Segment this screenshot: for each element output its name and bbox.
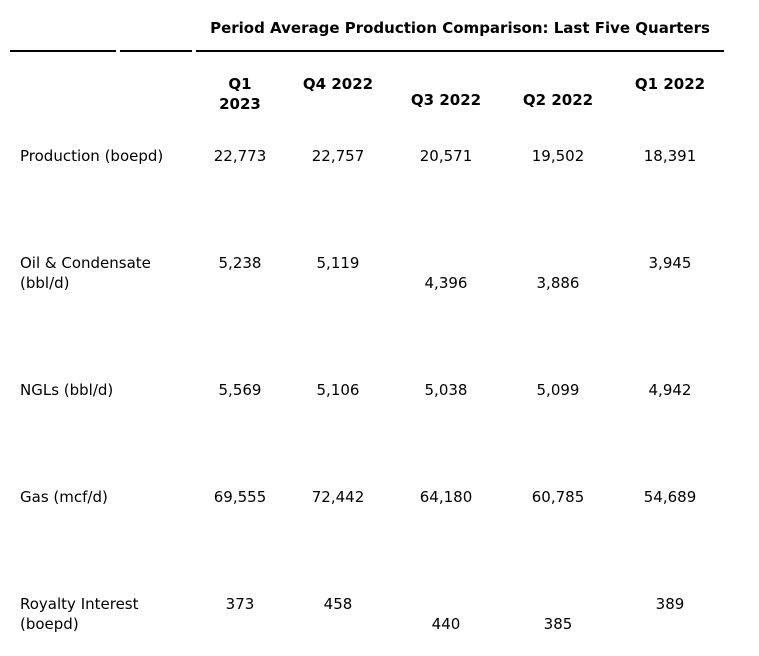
value-cell: 4,396 [424, 274, 468, 292]
rule-segment-left [10, 8, 116, 52]
table-row-production: Production (boepd) 22,773 22,757 20,571 … [10, 114, 724, 221]
production-comparison-table: Period Average Production Comparison: La… [6, 8, 728, 656]
value-cell: 60,785 [531, 488, 585, 506]
header-row: Q1 2023 Q4 2022 Q3 2022 Q2 2022 Q1 2022 [10, 52, 724, 114]
value-cell: 5,569 [218, 381, 262, 399]
value-cell: 54,689 [643, 488, 697, 506]
value-cell: 4,942 [648, 381, 692, 399]
value-cell: 385 [543, 615, 573, 633]
column-header-q2-2022: Q2 2022 [522, 91, 594, 109]
value-cell: 20,571 [419, 147, 473, 165]
value-cell: 22,773 [213, 147, 267, 165]
row-label: Oil & Condensate (bbl/d) [20, 254, 151, 292]
table-title: Period Average Production Comparison: La… [196, 8, 724, 52]
value-cell: 5,106 [316, 381, 360, 399]
value-cell: 5,099 [536, 381, 580, 399]
header-label-spacer [10, 52, 192, 114]
rule-segment-middle [120, 8, 192, 52]
column-header-q1-2023: Q1 2023 [219, 75, 261, 113]
table-row-royalty-interest: Royalty Interest (boepd) 373 458 440 385… [10, 562, 724, 656]
value-cell: 72,442 [311, 488, 365, 506]
value-cell: 373 [225, 595, 255, 613]
value-cell: 64,180 [419, 488, 473, 506]
value-cell: 5,238 [218, 254, 262, 272]
title-row: Period Average Production Comparison: La… [10, 8, 724, 52]
value-cell: 3,945 [648, 254, 692, 272]
value-cell: 389 [655, 595, 685, 613]
value-cell: 5,038 [424, 381, 468, 399]
column-header-q4-2022: Q4 2022 [302, 75, 374, 93]
column-header-q3-2022: Q3 2022 [410, 91, 482, 109]
column-header-q1-2022: Q1 2022 [634, 75, 706, 93]
row-label: Gas (mcf/d) [20, 488, 108, 506]
value-cell: 458 [323, 595, 353, 613]
value-cell: 440 [431, 615, 461, 633]
row-label: Production (boepd) [20, 147, 164, 165]
row-label: Royalty Interest (boepd) [20, 595, 139, 633]
table-row-oil-condensate: Oil & Condensate (bbl/d) 5,238 5,119 4,3… [10, 221, 724, 348]
value-cell: 69,555 [213, 488, 267, 506]
table-row-gas: Gas (mcf/d) 69,555 72,442 64,180 60,785 … [10, 455, 724, 562]
value-cell: 18,391 [643, 147, 697, 165]
value-cell: 22,757 [311, 147, 365, 165]
value-cell: 19,502 [531, 147, 585, 165]
table-row-ngls: NGLs (bbl/d) 5,569 5,106 5,038 5,099 4,9… [10, 348, 724, 455]
value-cell: 5,119 [316, 254, 360, 272]
value-cell: 3,886 [536, 274, 580, 292]
row-label: NGLs (bbl/d) [20, 381, 114, 399]
